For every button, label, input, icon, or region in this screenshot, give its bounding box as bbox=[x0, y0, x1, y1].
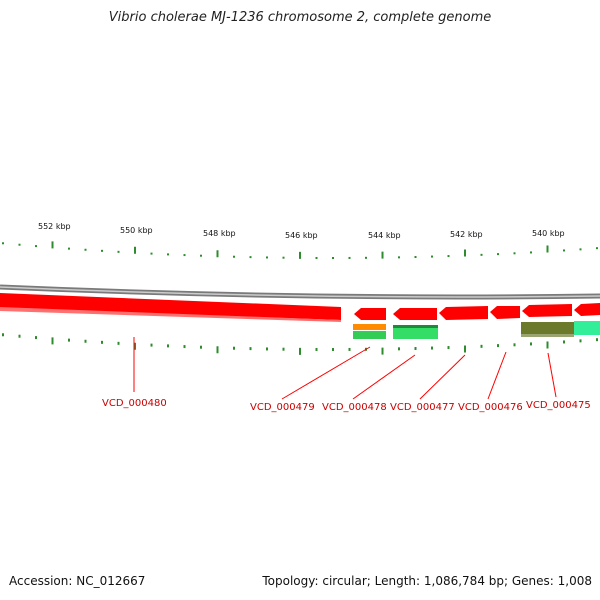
gene-label-vcd-000478[interactable]: VCD_000478 bbox=[322, 402, 387, 413]
callout-line-vcd-000475 bbox=[547, 352, 557, 398]
cds-vcd-000479[interactable] bbox=[354, 308, 386, 320]
callout-line-vcd-000478 bbox=[352, 354, 416, 400]
chromosome-backbone-highlight bbox=[0, 286, 600, 298]
callout-line-vcd-000477 bbox=[419, 354, 466, 400]
cds-next[interactable] bbox=[574, 303, 600, 316]
gene-label-vcd-000475[interactable]: VCD_000475 bbox=[526, 400, 591, 411]
scale-label-546: 546 kbp bbox=[285, 231, 318, 240]
feature-green-2-top bbox=[393, 325, 438, 328]
gene-label-vcd-000477[interactable]: VCD_000477 bbox=[390, 402, 455, 413]
outer-scale-ticks bbox=[2, 241, 598, 259]
scale-label-544: 544 kbp bbox=[368, 231, 401, 240]
cds-vcd-000476[interactable] bbox=[490, 306, 520, 319]
gene-labels: VCD_000480 VCD_000479 VCD_000478 VCD_000… bbox=[102, 398, 591, 413]
cds-vcd-000475[interactable] bbox=[522, 304, 572, 317]
scale-labels: 552 kbp 550 kbp 548 kbp 546 kbp 544 kbp … bbox=[38, 222, 565, 240]
inner-scale-ticks bbox=[2, 333, 598, 355]
scale-label-552: 552 kbp bbox=[38, 222, 71, 231]
feature-orange[interactable] bbox=[353, 324, 386, 330]
feature-olive[interactable] bbox=[521, 322, 574, 336]
feature-green-2[interactable] bbox=[393, 325, 438, 339]
scale-label-540: 540 kbp bbox=[532, 229, 565, 238]
gene-label-vcd-000479[interactable]: VCD_000479 bbox=[250, 402, 315, 413]
genome-summary-text: Topology: circular; Length: 1,086,784 bp… bbox=[262, 574, 592, 588]
callout-line-vcd-000476 bbox=[487, 351, 507, 400]
feature-olive-shadow bbox=[521, 334, 574, 337]
scale-label-548: 548 kbp bbox=[203, 229, 236, 238]
callout-line-vcd-000479 bbox=[281, 346, 371, 400]
map-title: Vibrio cholerae MJ-1236 chromosome 2, co… bbox=[108, 10, 492, 25]
feature-aqua[interactable] bbox=[574, 321, 600, 335]
cds-vcd-000477[interactable] bbox=[439, 306, 488, 320]
cds-vcd-000480-shadow bbox=[0, 307, 341, 322]
cds-vcd-000480[interactable] bbox=[0, 293, 341, 320]
gene-label-vcd-000476[interactable]: VCD_000476 bbox=[458, 402, 523, 413]
scale-label-542: 542 kbp bbox=[450, 230, 483, 239]
cds-vcd-000478[interactable] bbox=[393, 308, 437, 320]
gene-label-vcd-000480[interactable]: VCD_000480 bbox=[102, 398, 167, 409]
feature-green-1[interactable] bbox=[353, 331, 386, 339]
feature-track bbox=[353, 321, 600, 339]
scale-label-550: 550 kbp bbox=[120, 226, 153, 235]
cds-track bbox=[0, 293, 600, 322]
accession-text: Accession: NC_012667 bbox=[9, 574, 146, 588]
gene-callouts bbox=[133, 337, 557, 400]
